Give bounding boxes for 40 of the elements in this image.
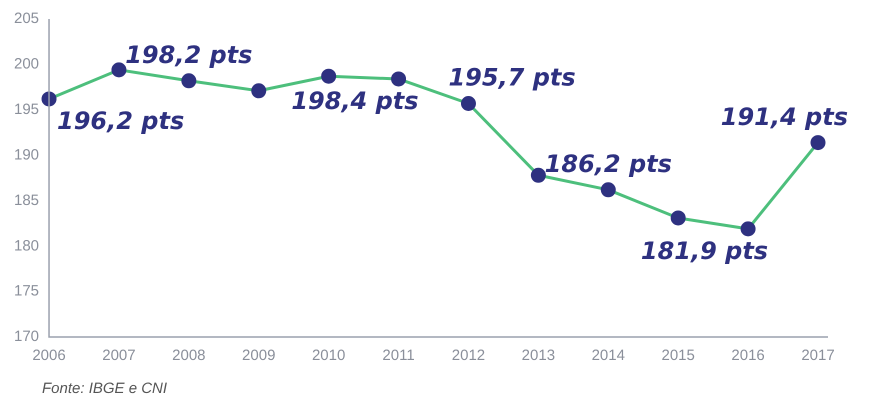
point: [670, 210, 686, 226]
data-label: 195,7 pts: [448, 64, 576, 92]
y-tick-label: 185: [14, 192, 40, 209]
x-tick-label: 2007: [102, 347, 136, 364]
point: [111, 62, 126, 78]
source-note: Fonte: IBGE e CNI: [42, 380, 168, 397]
x-tick-label: 2012: [452, 347, 486, 364]
x-tick-label: 2010: [312, 347, 346, 364]
point: [460, 96, 476, 111]
y-tick-label: 190: [14, 146, 40, 164]
point: [251, 83, 266, 98]
x-tick-label: 2016: [731, 347, 765, 364]
x-tick-label: 2009: [242, 347, 276, 364]
data-label: 191,4 pts: [720, 102, 848, 131]
x-tick-label: 2017: [801, 347, 835, 364]
point: [530, 168, 546, 183]
x-tick-label: 2006: [32, 347, 66, 364]
y-tick-label: 175: [14, 282, 40, 300]
x-tick-label: 2011: [382, 347, 415, 364]
y-tick-label: 200: [14, 56, 40, 73]
point: [42, 91, 57, 106]
x-tick-label: 2008: [172, 347, 206, 364]
y-tick-label: 195: [14, 101, 40, 118]
point: [391, 71, 406, 86]
point: [740, 221, 756, 236]
data-label: 196,2 pts: [57, 107, 184, 136]
point: [600, 182, 616, 198]
x-tick-label: 2015: [662, 347, 695, 364]
y-tick-label: 180: [14, 237, 40, 254]
point: [181, 73, 196, 88]
x-tick-label: 2013: [522, 347, 556, 364]
x-tick-label: 2014: [592, 347, 625, 364]
point: [810, 135, 826, 150]
y-tick-label: 170: [14, 328, 40, 346]
data-label: 198,2 pts: [125, 41, 252, 70]
data-label: 181,9 pts: [640, 237, 768, 266]
point: [321, 68, 336, 84]
data-label: 198,4 pts: [291, 87, 419, 116]
y-tick-label: 205: [14, 10, 40, 28]
data-label: 186,2 pts: [544, 150, 672, 178]
